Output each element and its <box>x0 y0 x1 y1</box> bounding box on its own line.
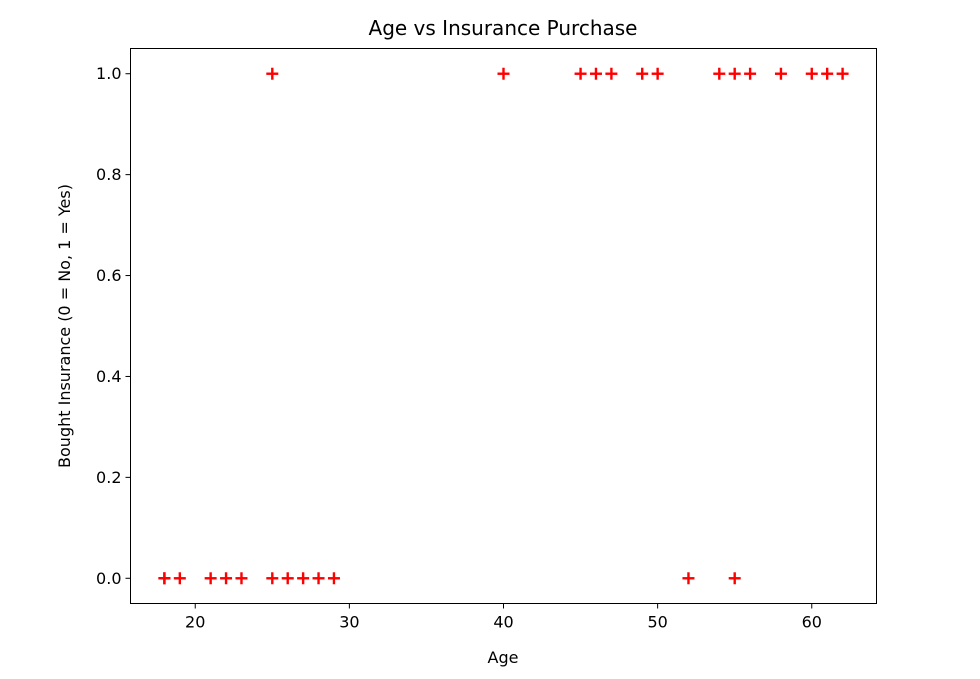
data-point-marker <box>774 67 787 80</box>
data-point-marker <box>728 572 741 585</box>
data-point-marker <box>636 67 649 80</box>
data-point-marker <box>589 67 602 80</box>
data-point-marker <box>235 572 248 585</box>
data-point-marker <box>728 67 741 80</box>
data-point-marker <box>220 572 233 585</box>
data-point-marker <box>682 572 695 585</box>
data-point-marker <box>173 572 186 585</box>
data-point-marker <box>744 67 757 80</box>
data-point-marker <box>821 67 834 80</box>
y-axis-label: Bought Insurance (0 = No, 1 = Yes) <box>55 184 74 468</box>
data-point-marker <box>651 67 664 80</box>
data-point-marker <box>713 67 726 80</box>
x-tick-label: 60 <box>802 613 822 632</box>
data-point-marker <box>281 572 294 585</box>
y-tick-label: 0.6 <box>96 266 121 285</box>
x-tick-label: 20 <box>185 613 205 632</box>
data-point-marker <box>158 572 171 585</box>
data-point-marker <box>204 572 217 585</box>
data-point-marker <box>327 572 340 585</box>
y-tick-label: 1.0 <box>96 64 121 83</box>
y-tick-label: 0.8 <box>96 165 121 184</box>
x-axis-label: Age <box>488 648 519 667</box>
x-axis-ticks: 20 30 40 50 60 <box>185 603 822 632</box>
data-point-marker <box>836 67 849 80</box>
data-point-marker <box>497 67 510 80</box>
data-point-marker <box>312 572 325 585</box>
chart-title: Age vs Insurance Purchase <box>369 16 638 40</box>
y-tick-label: 0.2 <box>96 468 121 487</box>
y-tick-label: 0.4 <box>96 367 121 386</box>
data-point-marker <box>297 572 310 585</box>
data-point-marker <box>605 67 618 80</box>
data-point-marker <box>266 572 279 585</box>
data-point-marker <box>805 67 818 80</box>
plot-frame <box>130 48 877 604</box>
x-tick-label: 40 <box>493 613 513 632</box>
data-points <box>158 67 849 585</box>
y-axis-ticks: 0.0 0.2 0.4 0.6 0.8 1.0 <box>96 64 131 588</box>
y-tick-label: 0.0 <box>96 569 121 588</box>
x-tick-label: 30 <box>339 613 359 632</box>
data-point-marker <box>574 67 587 80</box>
data-point-marker <box>266 67 279 80</box>
x-tick-label: 50 <box>647 613 667 632</box>
